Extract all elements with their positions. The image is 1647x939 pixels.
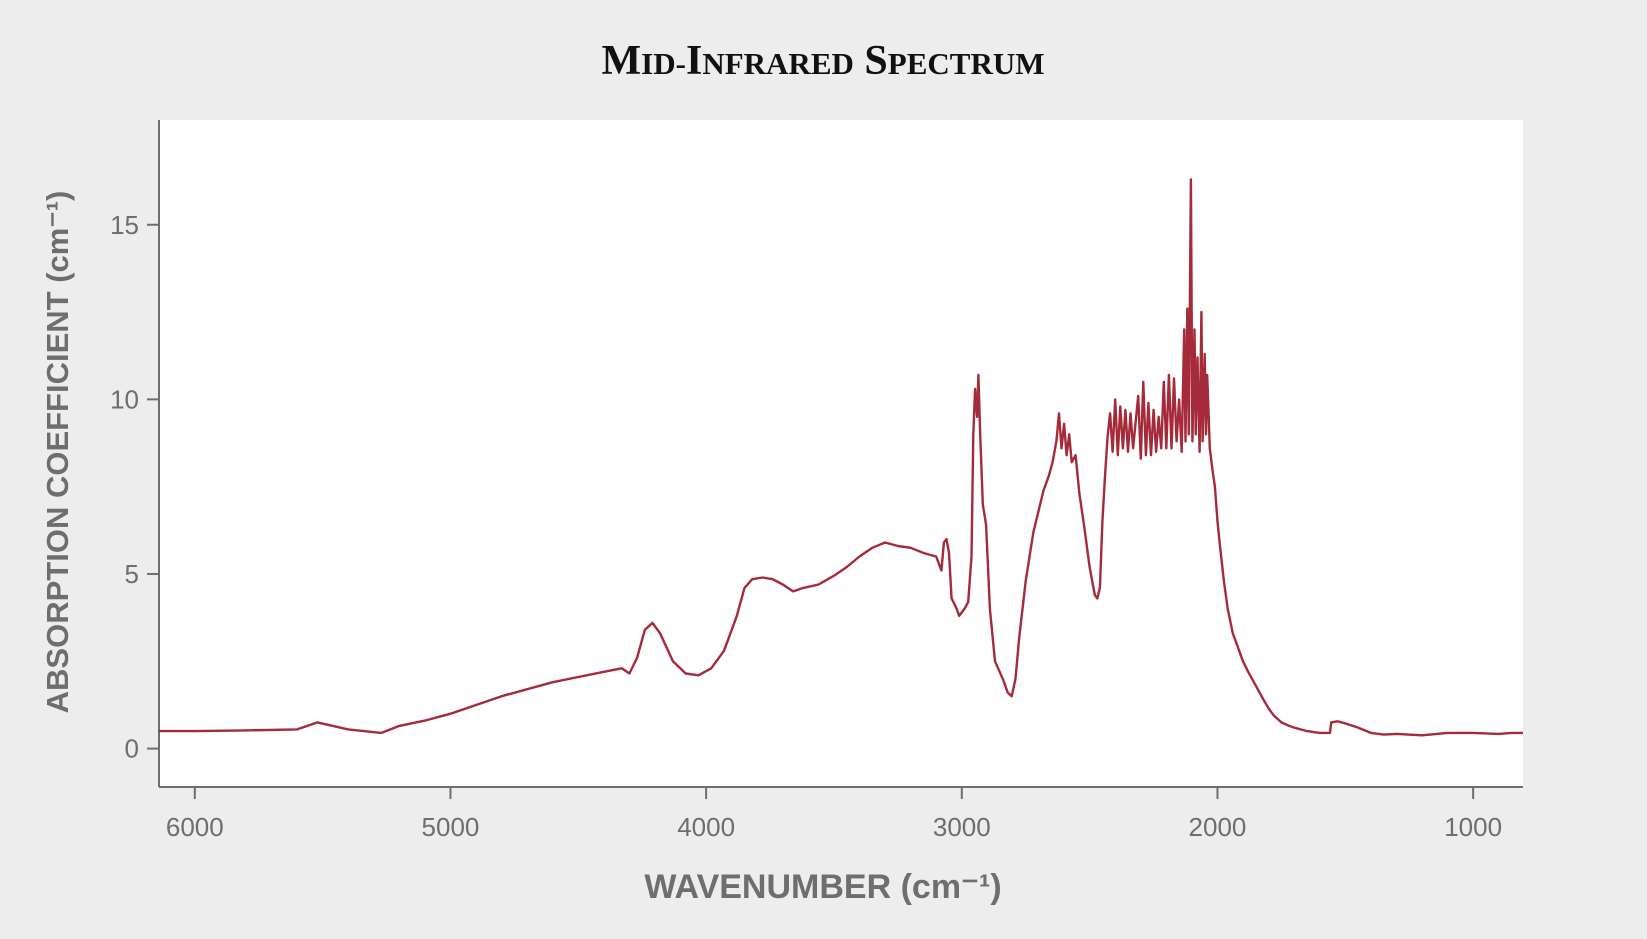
x-axis-label: WAVENUMBER (cm⁻¹) <box>644 868 1001 906</box>
x-tick-label: 3000 <box>933 812 991 842</box>
y-tick-label: 0 <box>125 734 139 764</box>
y-axis-label: ABSORPTION COEFFICIENT (cm⁻¹) <box>40 191 75 714</box>
x-tick-label: 4000 <box>677 812 735 842</box>
y-tick-label: 5 <box>125 559 139 589</box>
x-tick-label: 2000 <box>1189 812 1247 842</box>
x-axis-ticks: 6000 5000 4000 3000 2000 1000 <box>166 787 1502 842</box>
y-tick-label: 15 <box>110 210 139 240</box>
chart-title: MID-INFRARED SPECTRUM <box>602 38 1045 84</box>
plot-area <box>159 120 1523 787</box>
x-tick-label: 6000 <box>166 812 224 842</box>
x-tick-label: 5000 <box>422 812 480 842</box>
y-axis-ticks: 0 5 10 15 <box>110 210 159 764</box>
x-tick-label: 1000 <box>1444 812 1502 842</box>
spectrum-series-line <box>159 178 1523 737</box>
y-tick-label: 10 <box>110 384 139 414</box>
